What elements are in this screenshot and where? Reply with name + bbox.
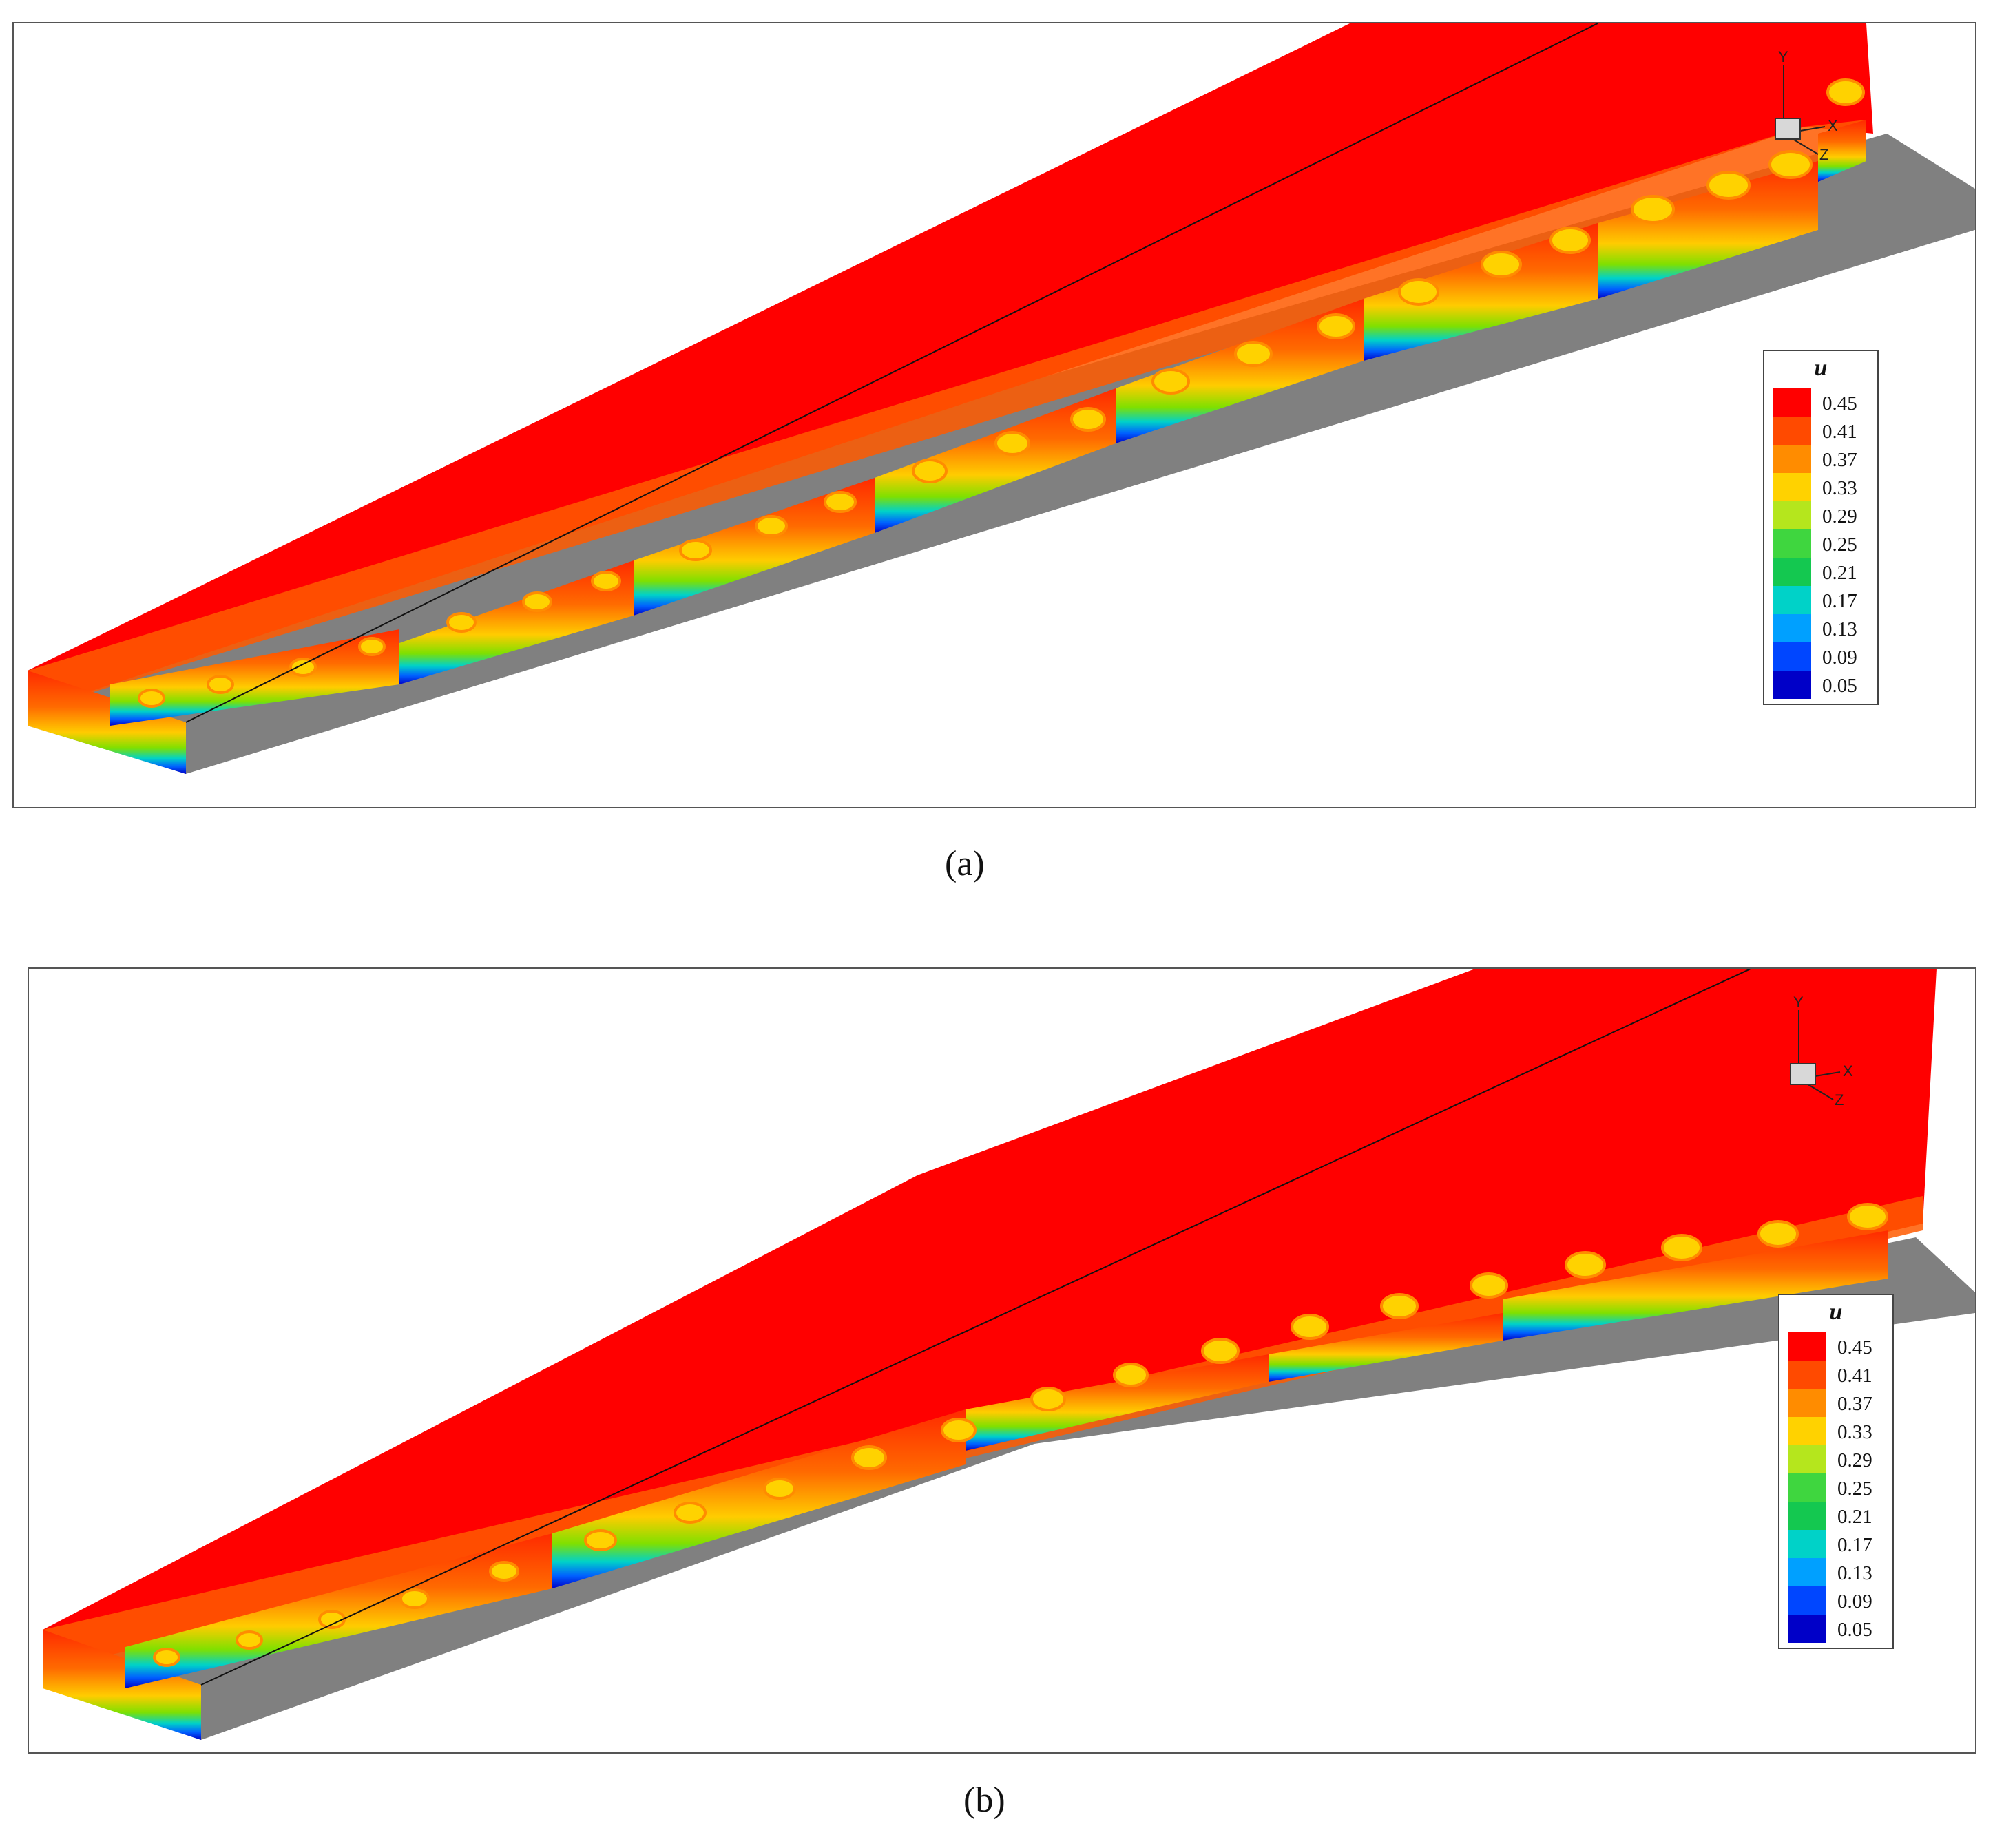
legend-level: 0.41 bbox=[1837, 1365, 1872, 1387]
colorbar-swatch bbox=[1773, 586, 1811, 614]
colorbar-swatch bbox=[1788, 1558, 1826, 1586]
axis-label-z: Z bbox=[1835, 1091, 1844, 1106]
axis-label-z: Z bbox=[1819, 146, 1828, 161]
shear-slice-4 bbox=[966, 1354, 1269, 1451]
colorbar-swatch bbox=[1788, 1473, 1826, 1502]
legend-level: 0.17 bbox=[1822, 590, 1857, 612]
colorbar-legend-b: u 0.45 0.41 0.37 0.33 0.29 0.25 0.21 0.1… bbox=[1778, 1294, 1894, 1649]
guide-line bbox=[185, 23, 1598, 723]
axes-triad-a: Y X Z bbox=[1775, 48, 1838, 161]
axes-triad-b: Y X Z bbox=[1790, 994, 1853, 1106]
legend-level: 0.17 bbox=[1837, 1534, 1872, 1556]
colorbar-swatch bbox=[1773, 642, 1811, 671]
caption-a: (a) bbox=[945, 844, 985, 883]
legend-level: 0.29 bbox=[1822, 505, 1857, 527]
colorbar-swatch bbox=[1773, 529, 1811, 558]
shear-slice-5 bbox=[875, 388, 1116, 533]
caption-b: (b) bbox=[963, 1781, 1005, 1820]
colorbar-swatch bbox=[1788, 1586, 1826, 1615]
legend-level: 0.13 bbox=[1837, 1562, 1872, 1584]
shear-slice-4 bbox=[634, 478, 875, 616]
legend-level: 0.13 bbox=[1822, 618, 1857, 640]
colorbar-swatch bbox=[1788, 1389, 1826, 1417]
legend-level: 0.25 bbox=[1837, 1478, 1872, 1500]
shear-slice-3 bbox=[399, 560, 634, 684]
colorbar-swatch bbox=[1773, 558, 1811, 586]
axis-label-x: X bbox=[1843, 1062, 1853, 1080]
colorbar-swatch bbox=[1773, 417, 1811, 445]
legend-level: 0.37 bbox=[1837, 1393, 1872, 1415]
contour-plot-panel-b: Y X Z u 0.45 0.41 0.37 0.33 0.29 0.25 0.… bbox=[28, 967, 1976, 1754]
legend-level: 0.29 bbox=[1837, 1449, 1872, 1471]
shear-slice-1 bbox=[28, 671, 186, 774]
legend-level: 0.09 bbox=[1837, 1590, 1872, 1613]
colorbar-swatch bbox=[1788, 1417, 1826, 1445]
legend-level: 0.37 bbox=[1822, 449, 1857, 471]
legend-level: 0.21 bbox=[1837, 1506, 1872, 1528]
vortex-rollups bbox=[138, 78, 1865, 708]
colorbar-swatch bbox=[1788, 1332, 1826, 1361]
colorbar-swatch bbox=[1788, 1530, 1826, 1558]
legend-level: 0.05 bbox=[1822, 675, 1857, 697]
shear-slice-8 bbox=[1598, 161, 1818, 299]
guide-line bbox=[200, 969, 1751, 1686]
legend-level: 0.05 bbox=[1837, 1619, 1872, 1641]
colorbar bbox=[1773, 388, 1811, 699]
shear-slice-6 bbox=[1503, 1230, 1888, 1341]
colorbar-swatch bbox=[1773, 388, 1811, 417]
legend-level: 0.33 bbox=[1822, 477, 1857, 499]
shear-slice-9 bbox=[1818, 120, 1866, 182]
flow-field-render-a bbox=[28, 23, 1975, 807]
vortex-rollups bbox=[153, 1203, 1888, 1667]
colorbar-swatch bbox=[1773, 445, 1811, 473]
floor-lower-white bbox=[186, 230, 1975, 807]
colorbar-swatch bbox=[1788, 1361, 1826, 1389]
axis-label-x: X bbox=[1828, 117, 1838, 134]
colorbar-swatch bbox=[1773, 501, 1811, 529]
legend-level: 0.21 bbox=[1822, 562, 1857, 584]
shear-slice-7 bbox=[1364, 223, 1598, 361]
axis-label-y: Y bbox=[1793, 994, 1804, 1011]
shear-slice-6 bbox=[1116, 299, 1364, 443]
flow-field-render-b bbox=[43, 969, 1975, 1752]
legend-level: 0.25 bbox=[1822, 534, 1857, 556]
colorbar-swatch bbox=[1773, 473, 1811, 501]
colorbar-swatch bbox=[1788, 1502, 1826, 1530]
legend-level: 0.45 bbox=[1837, 1336, 1872, 1358]
colorbar-swatch bbox=[1788, 1445, 1826, 1473]
axis-label-y: Y bbox=[1778, 48, 1788, 65]
colorbar-legend-a: u 0.45 0.41 0.37 0.33 0.29 0.25 0.21 0.1… bbox=[1763, 350, 1879, 705]
colorbar-swatch bbox=[1773, 614, 1811, 642]
colorbar bbox=[1788, 1332, 1826, 1643]
legend-level: 0.45 bbox=[1822, 392, 1857, 414]
shear-slice-5 bbox=[1269, 1313, 1503, 1382]
contour-plot-panel-a: Y X Z u 0.45 0.41 0.37 0.33 0.29 0.25 0.… bbox=[12, 22, 1976, 808]
legend-title: u bbox=[1814, 355, 1828, 381]
colorbar-swatch bbox=[1773, 671, 1811, 699]
colorbar-swatch bbox=[1788, 1615, 1826, 1643]
legend-title: u bbox=[1829, 1299, 1843, 1325]
shear-slice-2 bbox=[110, 629, 399, 726]
flow-orange-band bbox=[28, 120, 1866, 712]
legend-level: 0.41 bbox=[1822, 421, 1857, 443]
floor-lower-white bbox=[201, 1313, 1975, 1752]
legend-level: 0.33 bbox=[1837, 1421, 1872, 1443]
shear-slice-1 bbox=[43, 1630, 201, 1740]
legend-level: 0.09 bbox=[1822, 647, 1857, 669]
